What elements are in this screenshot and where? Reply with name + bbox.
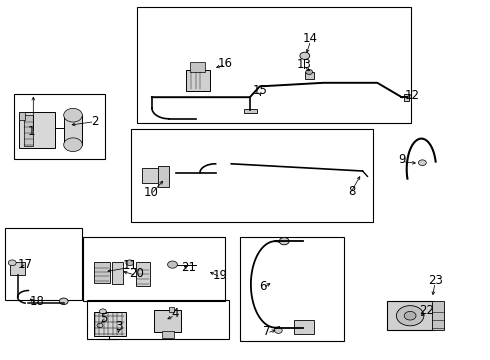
Bar	[154, 310, 181, 332]
Bar	[87, 300, 229, 339]
Bar	[305, 72, 314, 79]
Bar	[94, 312, 126, 336]
Circle shape	[64, 108, 82, 122]
Bar	[162, 331, 174, 338]
Text: 6: 6	[259, 280, 267, 293]
Bar	[432, 301, 444, 330]
Bar	[14, 94, 105, 159]
Circle shape	[8, 260, 16, 266]
Bar	[158, 166, 169, 187]
Circle shape	[168, 261, 177, 268]
Bar	[94, 262, 110, 283]
Bar	[5, 228, 82, 300]
Circle shape	[306, 69, 313, 75]
Text: 21: 21	[181, 261, 196, 274]
Circle shape	[97, 323, 103, 328]
Circle shape	[126, 260, 134, 266]
Circle shape	[300, 52, 310, 59]
Text: 4: 4	[171, 307, 179, 320]
Text: 1: 1	[28, 125, 36, 138]
Bar	[404, 94, 409, 101]
Text: 9: 9	[398, 153, 406, 166]
Bar	[387, 301, 434, 330]
Text: 10: 10	[144, 186, 158, 199]
Text: 11: 11	[122, 259, 137, 272]
Circle shape	[64, 138, 82, 152]
Text: 12: 12	[405, 89, 420, 102]
Circle shape	[418, 160, 426, 166]
Circle shape	[99, 309, 106, 314]
Bar	[294, 320, 314, 334]
Bar	[136, 262, 150, 286]
Bar	[131, 129, 373, 222]
Text: 18: 18	[29, 295, 44, 308]
Text: 20: 20	[129, 267, 144, 280]
Text: 17: 17	[18, 258, 33, 271]
Bar	[112, 262, 122, 284]
Circle shape	[274, 328, 282, 333]
Text: 3: 3	[115, 320, 123, 333]
Bar	[83, 237, 225, 301]
Circle shape	[279, 238, 289, 245]
Bar	[240, 237, 344, 341]
Circle shape	[404, 311, 416, 320]
Text: 2: 2	[91, 115, 98, 128]
Text: 7: 7	[263, 325, 271, 338]
Bar	[19, 112, 55, 148]
Text: 14: 14	[303, 32, 318, 45]
Bar	[10, 262, 25, 275]
Bar	[190, 62, 205, 72]
Bar	[24, 115, 33, 146]
Bar	[64, 115, 82, 145]
Circle shape	[59, 298, 68, 305]
Bar	[137, 7, 411, 123]
Text: 22: 22	[419, 304, 434, 317]
Text: 15: 15	[252, 84, 267, 97]
Text: 19: 19	[213, 269, 228, 282]
Bar	[186, 70, 210, 91]
Bar	[142, 168, 159, 183]
Text: 13: 13	[296, 58, 311, 71]
Bar	[19, 112, 25, 120]
Bar	[244, 109, 257, 113]
Text: 23: 23	[428, 274, 442, 287]
Text: 16: 16	[218, 57, 233, 69]
Text: 5: 5	[100, 312, 108, 325]
Circle shape	[396, 306, 424, 326]
Text: 8: 8	[348, 185, 356, 198]
Bar	[169, 307, 174, 312]
